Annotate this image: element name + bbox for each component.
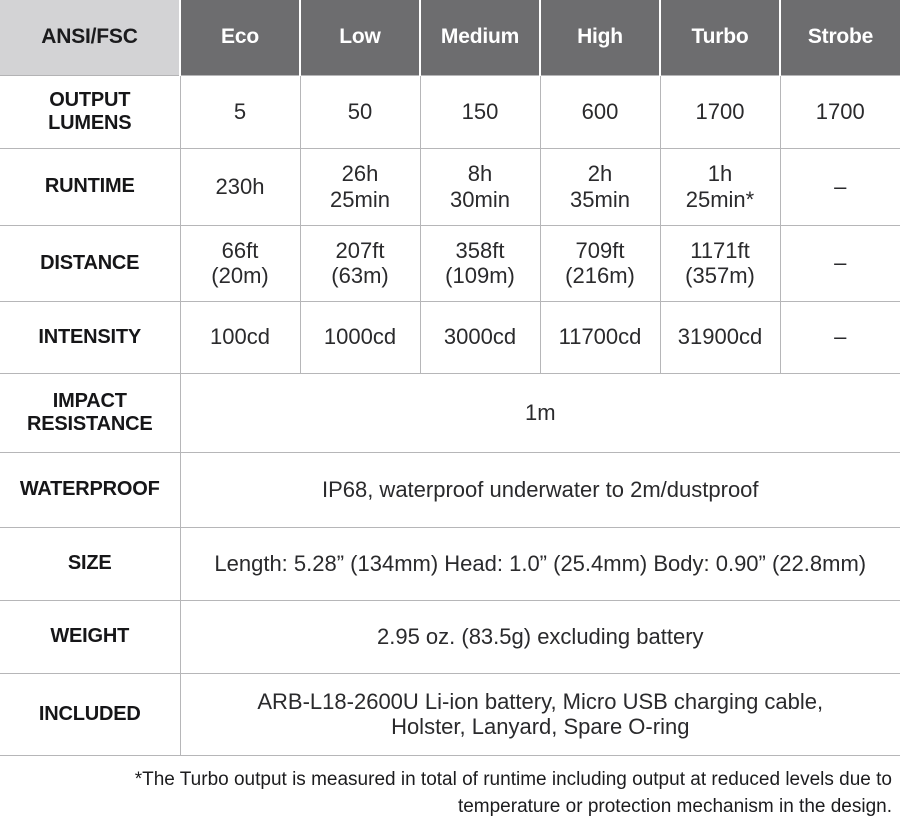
table-cell: 100cd: [179, 300, 300, 374]
table-row: IMPACT RESISTANCE 1m: [0, 372, 900, 453]
table-cell: 709ft (216m): [539, 224, 660, 302]
row-label-waterproof: WATERPROOF: [0, 451, 181, 528]
table-cell: 2h 35min: [539, 147, 660, 226]
table-row: WEIGHT 2.95 oz. (83.5g) excluding batter…: [0, 599, 900, 674]
row-label-weight: WEIGHT: [0, 599, 181, 674]
row-label-distance: DISTANCE: [0, 224, 181, 302]
table-cell: –: [779, 300, 900, 374]
table-cell: 31900cd: [659, 300, 780, 374]
table-cell: 50: [299, 74, 420, 149]
flashlight-spec-table: ANSI/FSC Eco Low Medium High Turbo Strob…: [0, 0, 900, 756]
table-row: OUTPUT LUMENS 5 50 150 600 1700 1700: [0, 74, 900, 149]
table-cell: 358ft (109m): [419, 224, 540, 302]
table-row: DISTANCE 66ft (20m) 207ft (63m) 358ft (1…: [0, 224, 900, 302]
table-cell: 8h 30min: [419, 147, 540, 226]
row-label-size: SIZE: [0, 526, 181, 601]
table-cell: 230h: [179, 147, 300, 226]
table-cell: –: [779, 224, 900, 302]
table-cell: –: [779, 147, 900, 226]
table-cell: 66ft (20m): [179, 224, 300, 302]
table-cell: 1700: [659, 74, 780, 149]
mode-header-low: Low: [299, 0, 420, 75]
table-row: SIZE Length: 5.28” (134mm) Head: 1.0” (2…: [0, 526, 900, 601]
row-label-intensity: INTENSITY: [0, 300, 181, 374]
table-row: INCLUDED ARB-L18-2600U Li-ion battery, M…: [0, 672, 900, 756]
weight-value: 2.95 oz. (83.5g) excluding battery: [180, 599, 900, 674]
table-cell: 26h 25min: [299, 147, 420, 226]
row-label-runtime: RUNTIME: [0, 147, 181, 226]
row-label-impact-resistance: IMPACT RESISTANCE: [0, 372, 181, 453]
table-cell: 600: [539, 74, 660, 149]
table-cell: 3000cd: [419, 300, 540, 374]
table-cell: 1700: [779, 74, 900, 149]
row-label-included: INCLUDED: [0, 672, 181, 756]
corner-header-ansi-fsc: ANSI/FSC: [0, 0, 180, 76]
table-cell: 5: [179, 74, 300, 149]
row-label-output-lumens: OUTPUT LUMENS: [0, 74, 181, 149]
mode-header-strobe: Strobe: [779, 0, 900, 75]
header-row: ANSI/FSC Eco Low Medium High Turbo Strob…: [0, 0, 900, 76]
table-cell: 1171ft (357m): [659, 224, 780, 302]
table-cell: 1000cd: [299, 300, 420, 374]
mode-header-high: High: [539, 0, 660, 75]
table-row: INTENSITY 100cd 1000cd 3000cd 11700cd 31…: [0, 300, 900, 374]
turbo-footnote-line1: *The Turbo output is measured in total o…: [134, 768, 892, 790]
table-cell: 1h 25min*: [659, 147, 780, 226]
table-row: RUNTIME 230h 26h 25min 8h 30min 2h 35min…: [0, 147, 900, 226]
table-row: WATERPROOF IP68, waterproof underwater t…: [0, 451, 900, 528]
table-cell: 207ft (63m): [299, 224, 420, 302]
turbo-footnote-line2: temperature or protection mechanism in t…: [457, 796, 892, 818]
waterproof-value: IP68, waterproof underwater to 2m/dustpr…: [180, 451, 900, 528]
mode-header-medium: Medium: [419, 0, 540, 75]
impact-resistance-value: 1m: [180, 372, 900, 453]
table-cell: 150: [419, 74, 540, 149]
included-value: ARB-L18-2600U Li-ion battery, Micro USB …: [180, 672, 900, 756]
size-value: Length: 5.28” (134mm) Head: 1.0” (25.4mm…: [180, 526, 900, 601]
turbo-footnote: *The Turbo output is measured in total o…: [0, 766, 900, 821]
mode-header-eco: Eco: [179, 0, 300, 75]
table-cell: 11700cd: [539, 300, 660, 374]
mode-header-turbo: Turbo: [659, 0, 780, 75]
